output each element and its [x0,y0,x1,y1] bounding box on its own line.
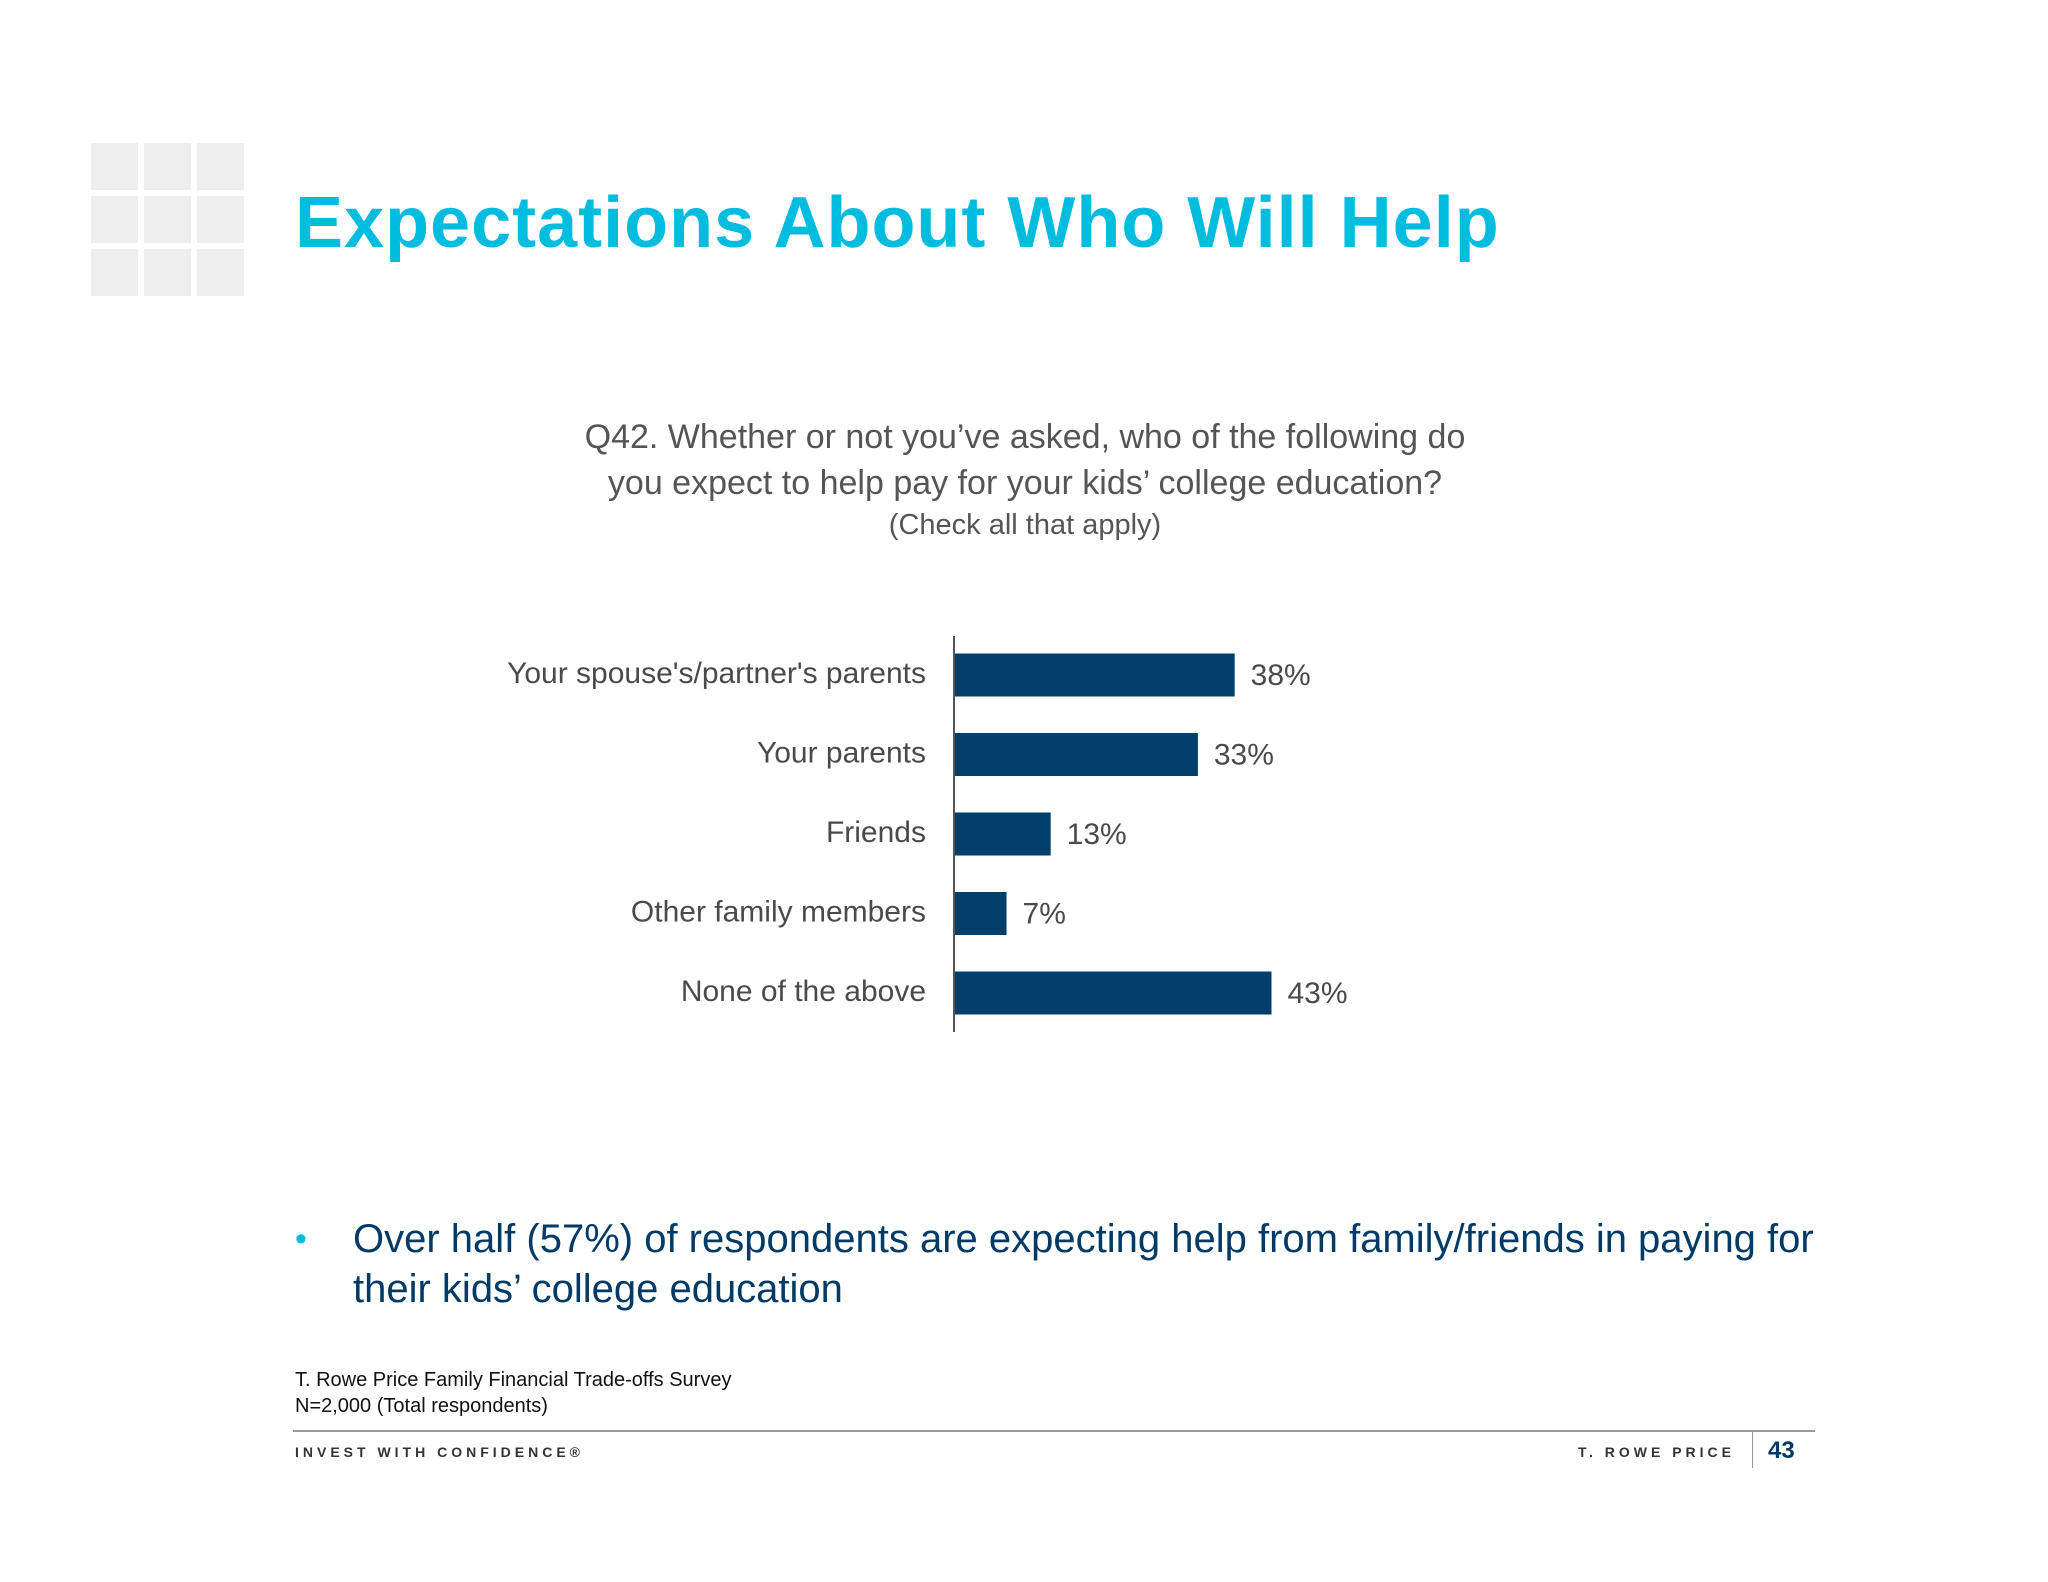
logo-grid-cell [197,196,244,243]
data-label: 38% [1251,659,1311,692]
footer-brand: T. ROWE PRICE [1578,1444,1736,1460]
bar [955,733,1198,776]
logo-grid-cell [197,143,244,190]
category-label: Other family members [631,895,926,928]
slide-title: Expectations About Who Will Help [295,183,1500,263]
logo-grid-cell [91,143,138,190]
question-note: (Check all that apply) [888,509,1162,541]
footer-divider [293,1430,1815,1432]
data-label: 13% [1067,818,1127,851]
logo-grid-icon [91,143,244,296]
bar-chart: Your spouse's/partner's parents 38% Your p… [0,630,2048,1040]
category-label: Your parents [757,736,926,769]
source-note: T. Rowe Price Family Financial Trade-off… [295,1367,731,1419]
question-line-2: you expect to help pay for your kids’ co… [607,464,1443,502]
logo-grid-cell [91,196,138,243]
data-label: 43% [1287,977,1347,1010]
page-number-divider [1752,1432,1753,1468]
source-line-1: T. Rowe Price Family Financial Trade-off… [295,1369,732,1391]
page-number: 43 [1768,1437,1795,1464]
logo-grid-cell [144,249,191,296]
logo-grid-cell [91,249,138,296]
bar-chart-svg: Your spouse's/partner's parents 38% Your p… [507,636,1348,1032]
question-line-1: Q42. Whether or not you’ve asked, who of… [584,418,1466,456]
logo-grid-cell [197,249,244,296]
logo-grid-cell [144,196,191,243]
footer-tagline: INVEST WITH CONFIDENCE® [295,1444,584,1460]
logo-grid-cell [144,143,191,190]
source-line-2: N=2,000 (Total respondents) [295,1395,548,1417]
category-label: None of the above [681,975,926,1008]
bar [955,892,1007,935]
category-label: Your spouse's/partner's parents [507,657,926,690]
key-finding-text: Over half (57%) of respondents are expec… [353,1217,1814,1311]
bar [955,971,1272,1015]
bar [955,653,1235,697]
data-label: 33% [1214,738,1274,771]
category-label: Friends [826,816,926,849]
bar [955,812,1051,856]
bullet-icon: • [295,1220,307,1258]
data-label: 7% [1023,897,1066,930]
survey-question: Q42. Whether or not you’ve asked, who of… [440,414,1610,544]
